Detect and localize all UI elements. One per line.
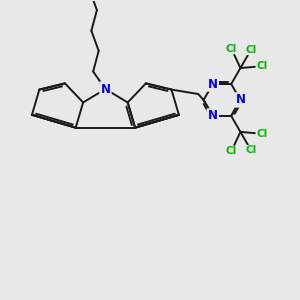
Text: N: N [208, 77, 218, 91]
Text: Cl: Cl [226, 146, 237, 156]
Text: Cl: Cl [256, 129, 267, 139]
Text: Cl: Cl [256, 61, 267, 71]
Text: Cl: Cl [245, 146, 257, 155]
Text: N: N [236, 94, 245, 106]
Text: N: N [208, 110, 218, 122]
Text: Cl: Cl [245, 44, 257, 55]
Text: Cl: Cl [226, 44, 237, 54]
Text: N: N [100, 82, 110, 96]
